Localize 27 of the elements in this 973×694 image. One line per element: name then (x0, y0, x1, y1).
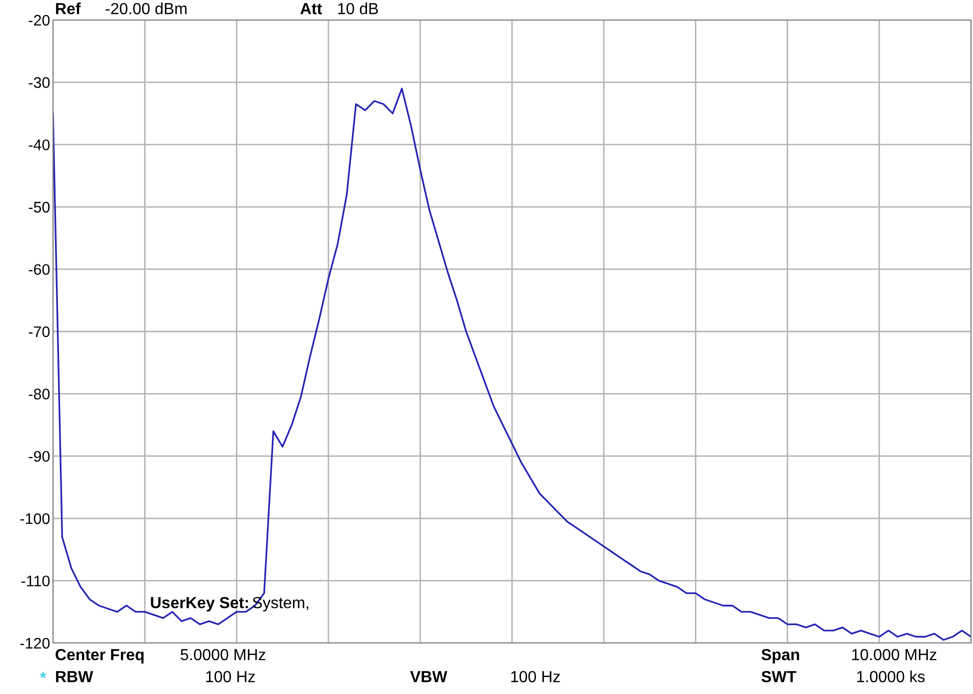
y-tick-label: -80 (28, 388, 50, 400)
text: -20.00 dBm (106, 2, 187, 14)
text: 10 dB (338, 2, 378, 14)
y-tick-label: -70 (28, 326, 50, 338)
y-tick-label: -60 (28, 264, 50, 275)
annotation: UserKey Set: (150, 596, 248, 612)
text: VBW (410, 671, 448, 682)
text: RBW (56, 671, 94, 682)
y-tick-label: -110 (21, 576, 50, 586)
text: 100 Hz (206, 670, 255, 682)
y-tick-label: -30 (28, 77, 50, 88)
text: 1.0000 ks (857, 670, 925, 682)
text: 100 Hz (511, 670, 560, 682)
y-tick-label: -20 (28, 14, 50, 26)
y-tick-label: -120 (20, 638, 50, 649)
y-tick-label: -90 (28, 450, 50, 462)
text: * (40, 672, 46, 678)
text: 5.0000 MHz (180, 648, 266, 660)
y-tick-label: -50 (28, 202, 50, 213)
text: Span (761, 648, 800, 664)
text: Att (300, 3, 322, 14)
y-tick-label: -100 (20, 513, 50, 524)
text: Center Freq (56, 648, 144, 664)
text: SWT (761, 670, 796, 682)
y-tick-label: -40 (28, 139, 50, 150)
text: Ref (56, 2, 81, 14)
text: 10.000 MHz (852, 648, 936, 660)
